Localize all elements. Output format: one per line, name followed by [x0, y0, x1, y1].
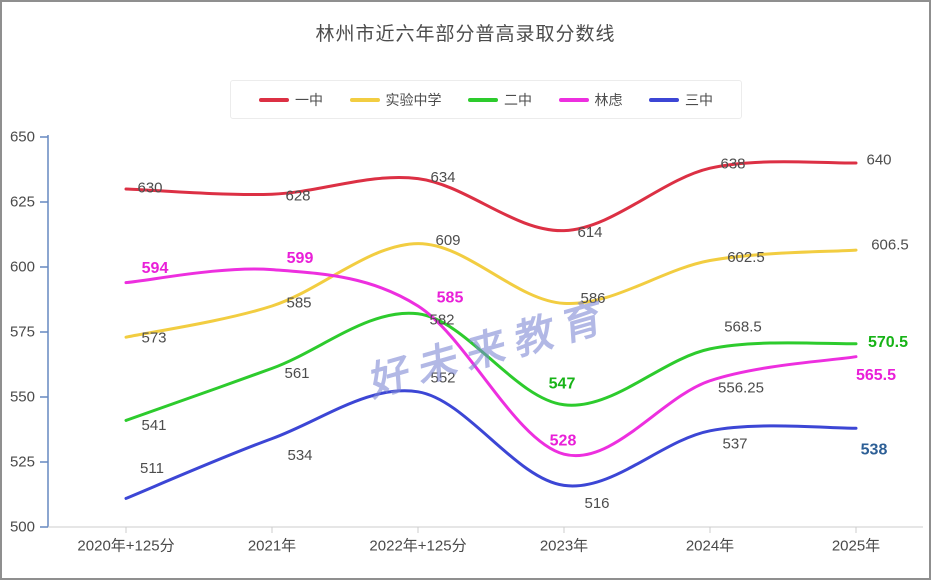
legend-item-2[interactable]: 二中 — [468, 90, 532, 110]
series-line-2 — [124, 311, 858, 422]
data-label: 594 — [142, 260, 169, 277]
legend-label: 三中 — [685, 91, 713, 108]
data-label: 537 — [722, 435, 747, 452]
y-axis-label: 575 — [10, 324, 35, 341]
data-label: 534 — [287, 447, 312, 464]
data-label: 547 — [549, 375, 576, 392]
legend-label: 一中 — [295, 91, 323, 108]
legend-marker — [349, 97, 380, 102]
y-axis-label: 625 — [10, 194, 35, 211]
data-label: 638 — [720, 156, 745, 173]
data-label: 640 — [866, 152, 891, 169]
x-axis-label: 2022年+125分 — [369, 538, 466, 555]
data-label: 599 — [287, 250, 314, 267]
data-label: 516 — [584, 495, 609, 512]
data-label: 585 — [437, 290, 464, 307]
series-line-1 — [124, 242, 858, 339]
data-label: 606.5 — [871, 237, 909, 254]
data-label: 634 — [430, 169, 455, 186]
data-label: 630 — [137, 180, 162, 197]
data-label: 565.5 — [856, 367, 896, 384]
x-axis-label: 2020年+125分 — [77, 538, 174, 555]
data-label: 609 — [435, 232, 460, 249]
chart-title: 林州市近六年部分普高录取分数线 — [315, 24, 616, 45]
legend-item-1[interactable]: 实验中学 — [349, 90, 442, 110]
data-label: 573 — [141, 330, 166, 347]
series-line-0 — [124, 160, 858, 233]
data-label: 511 — [140, 460, 164, 477]
y-axis-label: 600 — [10, 259, 35, 276]
x-axis-label: 2023年 — [540, 538, 588, 555]
x-axis-label: 2021年 — [248, 538, 296, 555]
legend-marker — [259, 97, 289, 102]
legend-marker — [468, 97, 498, 102]
y-axis-label: 650 — [10, 129, 35, 146]
legend-item-3[interactable]: 林虑 — [558, 90, 623, 110]
data-label: 582 — [429, 311, 454, 328]
data-label: 614 — [577, 224, 602, 241]
legend-label: 林虑 — [594, 91, 623, 108]
x-axis-label: 2024年 — [686, 538, 734, 555]
legend-item-4[interactable]: 三中 — [649, 90, 713, 110]
data-label: 568.5 — [724, 318, 762, 335]
y-axis-label: 525 — [10, 454, 35, 471]
series-line-4 — [124, 389, 858, 500]
data-label: 541 — [141, 417, 166, 434]
series-line-3 — [124, 267, 858, 458]
data-label: 602.5 — [727, 249, 765, 266]
legend-label: 实验中学 — [385, 91, 442, 108]
data-label: 528 — [550, 433, 577, 450]
legend-item-0[interactable]: 一中 — [259, 90, 323, 110]
data-label: 556.25 — [718, 379, 764, 396]
data-label: 538 — [861, 442, 888, 459]
y-axis-label: 500 — [10, 519, 35, 536]
data-label: 561 — [284, 365, 309, 382]
data-label: 586 — [580, 290, 605, 307]
legend-marker — [558, 97, 589, 102]
y-axis-label: 550 — [10, 389, 35, 406]
data-label: 570.5 — [868, 334, 908, 351]
x-axis-label: 2025年 — [832, 538, 880, 555]
legend-marker — [649, 97, 679, 102]
data-label: 585 — [286, 295, 311, 312]
data-label: 628 — [285, 188, 310, 205]
chart-legend: 一中 实验中学 二中 林虑 三中 — [230, 80, 742, 119]
legend-label: 二中 — [504, 91, 532, 108]
data-label: 552 — [430, 369, 455, 386]
